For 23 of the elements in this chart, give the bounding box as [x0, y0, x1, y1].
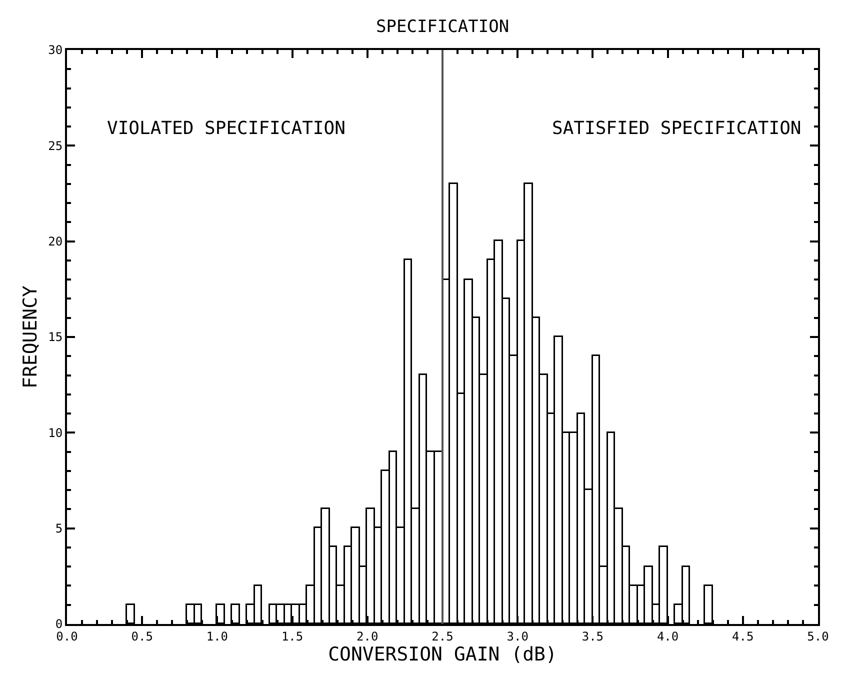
x-tick-label: 3.5 [582, 629, 604, 644]
x-tick-label: 4.5 [732, 629, 754, 644]
y-tick-label: 20 [48, 234, 63, 249]
annotation: VIOLATED SPECIFICATION [107, 118, 346, 139]
ref-line-label: SPECIFICATION [376, 17, 510, 37]
x-tick-label: 1.0 [206, 629, 228, 644]
x-tick-label: 1.5 [281, 629, 304, 644]
x-tick-label: 2.5 [432, 629, 454, 644]
y-tick-label: 5 [55, 522, 63, 536]
y-tick-label: 15 [48, 330, 63, 344]
y-tick-label: 25 [48, 138, 63, 153]
x-tick-label: 2.0 [356, 629, 378, 644]
x-axis-title: CONVERSION GAIN (dB) [328, 643, 557, 666]
x-tick-label: 0.0 [56, 629, 78, 644]
y-tick-label: 0 [55, 617, 63, 632]
y-tick-label: 30 [48, 43, 63, 58]
y-tick-label: 10 [48, 426, 63, 440]
y-axis-title: FREQUENCY [19, 284, 42, 388]
x-tick-label: 0.5 [131, 629, 153, 644]
annotation: SATISFIED SPECIFICATION [552, 118, 802, 139]
x-tick-label: 3.0 [506, 629, 528, 644]
x-tick-label: 5.0 [807, 629, 829, 644]
x-tick-label: 4.0 [656, 629, 679, 644]
